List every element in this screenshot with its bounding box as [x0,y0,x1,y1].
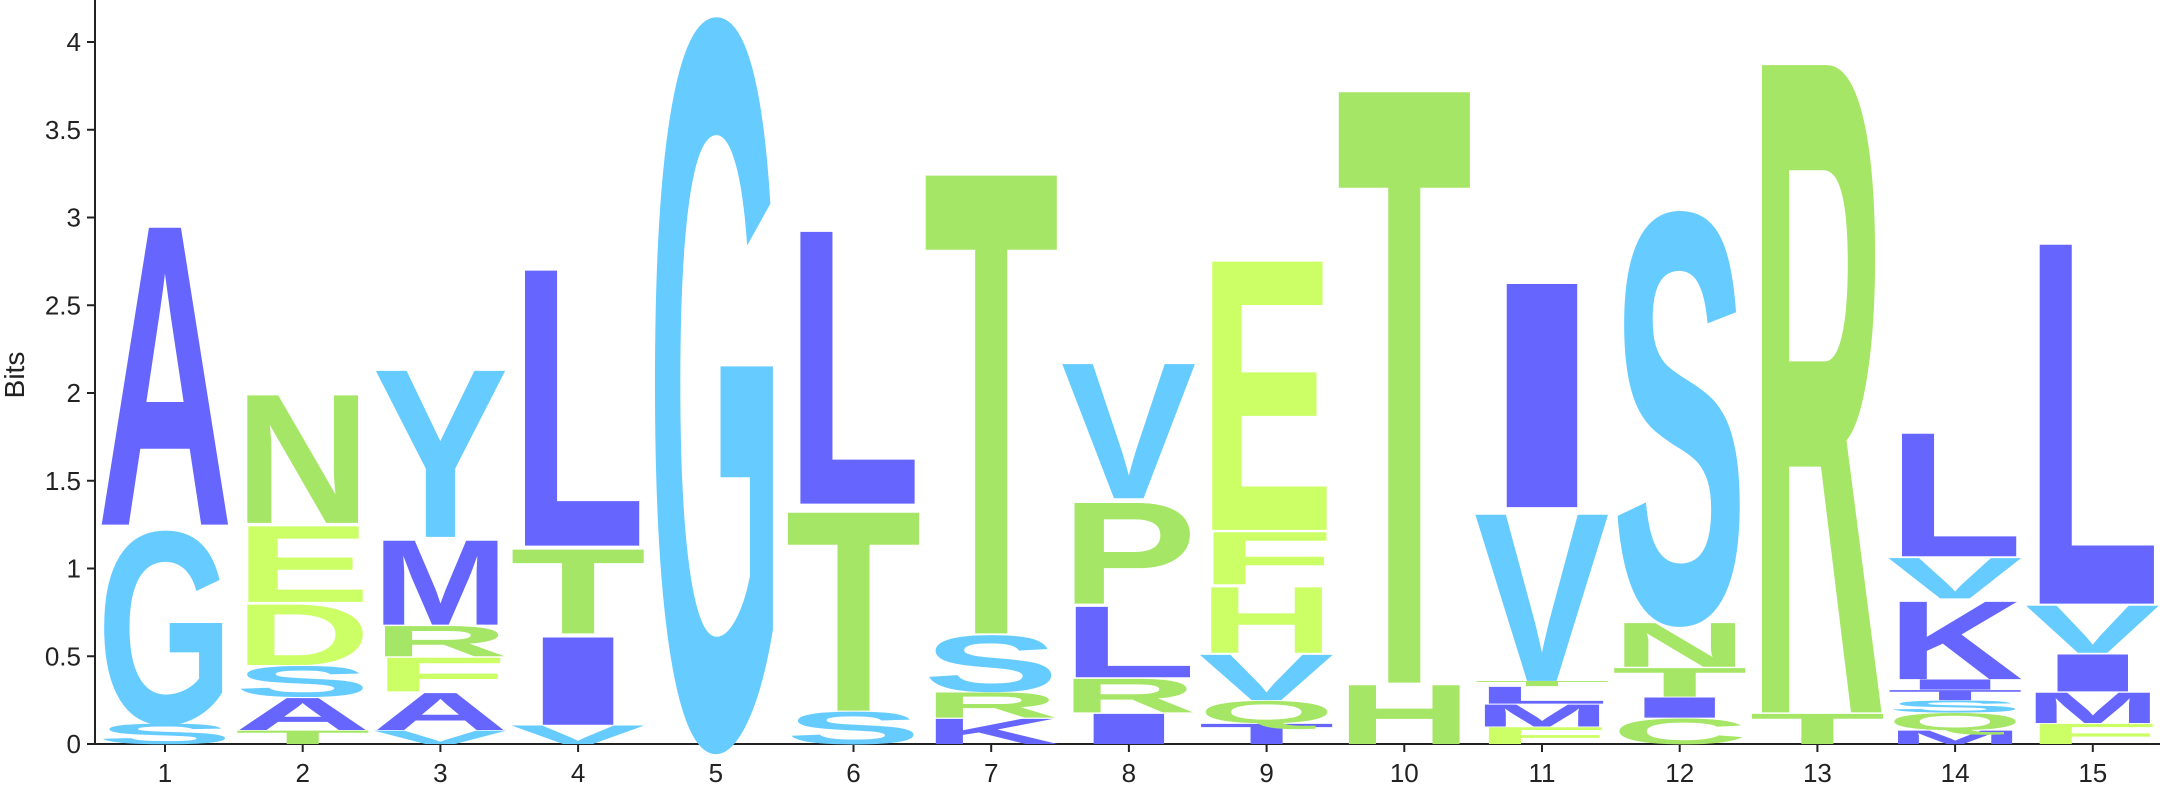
logo-column-10: HT [1336,0,1472,795]
logo-column-2: TASDEN [235,355,371,748]
logo-letter-n: N [235,355,371,562]
y-tick-label: 0 [67,729,81,759]
logo-column-5: G [648,0,784,795]
logo-column-1: SGA [97,134,233,781]
x-tick-label: 8 [1122,758,1136,788]
x-tick-label: 12 [1665,758,1694,788]
logo-letter-a: A [97,134,233,616]
x-tick-label: 4 [571,758,585,788]
x-tick-label: 2 [295,758,309,788]
logo-column-4: VITL [510,184,646,752]
logo-letter-i: I [1474,213,1610,575]
y-tick-label: 2.5 [45,290,81,320]
y-axis-title: Bits [0,352,30,399]
logo-letter-l: L [1887,396,2023,595]
logo-letter-e: E [1199,176,1335,612]
logo-column-6: STL [786,146,922,772]
x-tick-label: 3 [433,758,447,788]
y-tick-label: 1 [67,554,81,584]
logo-letter-v: V [1061,323,1196,541]
logo-letter-l: L [510,184,646,631]
y-tick-label: 2 [67,378,81,408]
x-tick-label: 9 [1259,758,1273,788]
logo-letter-l: L [2025,131,2161,714]
logo-letter-y: Y [372,320,508,589]
y-tick-label: 0.5 [45,641,81,671]
logo-letter-r: R [1749,0,1885,795]
x-tick-label: 15 [2078,758,2107,788]
logo-letter-t: T [923,33,1059,776]
logo-letter-t: T [1336,0,1472,795]
y-tick-label: 3 [67,203,81,233]
y-tick-label: 3.5 [45,115,81,145]
logo-letter-l: L [786,146,922,587]
logo-letter-s: S [1612,91,1748,747]
x-tick-label: 14 [1941,758,1970,788]
logo-letter-g: G [648,0,784,795]
x-tick-label: 11 [1529,758,1556,788]
y-tick-label: 1.5 [45,466,81,496]
logo-column-13: TR [1749,0,1885,795]
y-axis: 0 0.5 1 1.5 2 2.5 3 3.5 4 [45,0,95,759]
y-tick-label: 4 [67,27,81,57]
